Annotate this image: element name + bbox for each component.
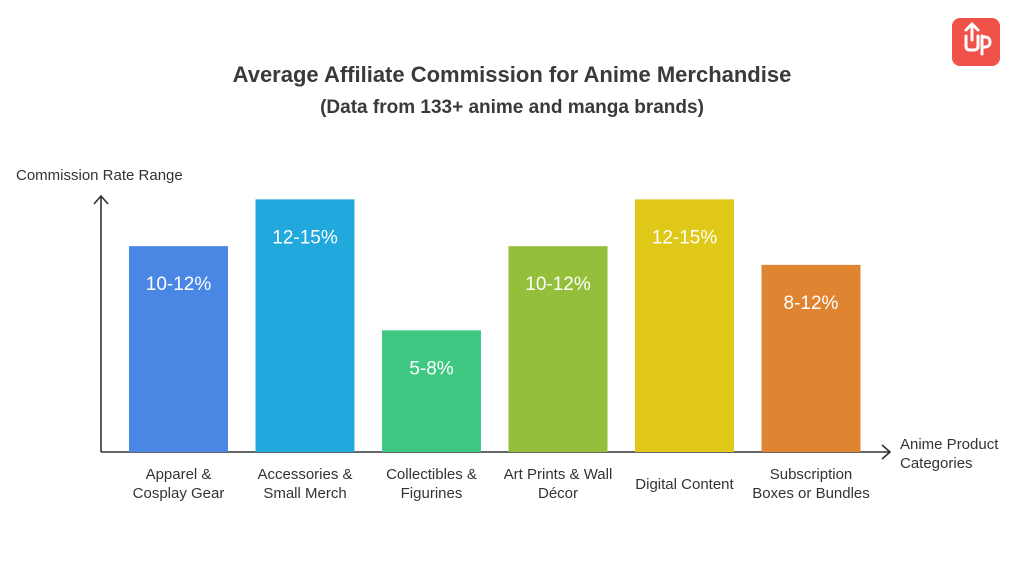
y-axis-label: Commission Rate Range <box>16 167 183 184</box>
x-tick-label: Subscription Boxes or Bundles <box>752 466 870 502</box>
value-label: 12-15% <box>652 227 718 248</box>
x-tick-label: Art Prints & Wall Décor <box>503 466 613 502</box>
x-tick-label: Collectibles & Figurines <box>386 466 477 502</box>
value-label: 12-15% <box>272 227 338 248</box>
x-axis-label: Anime Product Categories <box>900 436 999 472</box>
bar <box>635 199 734 452</box>
bar <box>761 264 861 452</box>
chart-subtitle: (Data from 133+ anime and manga brands) <box>320 97 704 118</box>
value-label: 5-8% <box>409 358 453 379</box>
value-label: 8-12% <box>784 293 839 314</box>
x-tick-label: Apparel & Cosplay Gear <box>132 466 225 502</box>
bar <box>508 246 608 452</box>
x-tick-label: Digital Content <box>635 475 734 493</box>
x-tick-label: Accessories & Small Merch <box>257 466 353 502</box>
bar <box>129 246 228 452</box>
bar <box>382 330 481 452</box>
bar <box>255 199 355 452</box>
logo <box>952 18 1000 66</box>
chart-title: Average Affiliate Commission for Anime M… <box>232 62 792 87</box>
value-label: 10-12% <box>146 274 212 295</box>
value-label: 10-12% <box>525 274 591 295</box>
axes <box>93 194 892 460</box>
